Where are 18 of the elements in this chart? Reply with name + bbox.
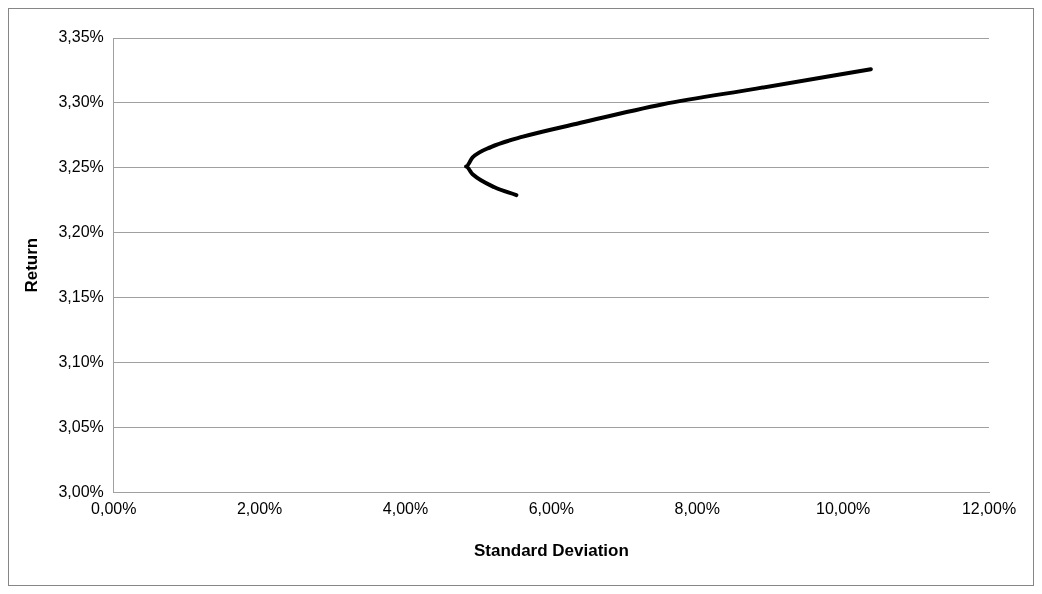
line-series	[464, 67, 873, 198]
y-tick-label: 3,05%	[58, 417, 104, 435]
y-tick-label: 3,30%	[58, 93, 104, 111]
y-tick-label: 3,15%	[58, 288, 104, 306]
x-tick-label: 8,00%	[674, 500, 720, 518]
y-tick-label: 3,25%	[58, 158, 104, 176]
x-tick-label: 2,00%	[236, 500, 283, 518]
y-tick-label: 3,10%	[58, 352, 104, 370]
x-tick-label: 0,00%	[91, 500, 137, 518]
x-tick-label: 10,00%	[816, 500, 871, 518]
y-tick-label: 3,35%	[58, 28, 104, 46]
x-tick-label: 6,00%	[528, 500, 575, 518]
y-axis-title: Return	[21, 237, 41, 293]
y-tick-label: 3,20%	[58, 223, 104, 241]
y-tick-label: 3,00%	[58, 482, 104, 500]
x-tick-label: 4,00%	[382, 500, 429, 518]
x-axis-title: Standard Deviation	[473, 541, 629, 561]
x-tick-label: 12,00%	[961, 500, 1017, 518]
